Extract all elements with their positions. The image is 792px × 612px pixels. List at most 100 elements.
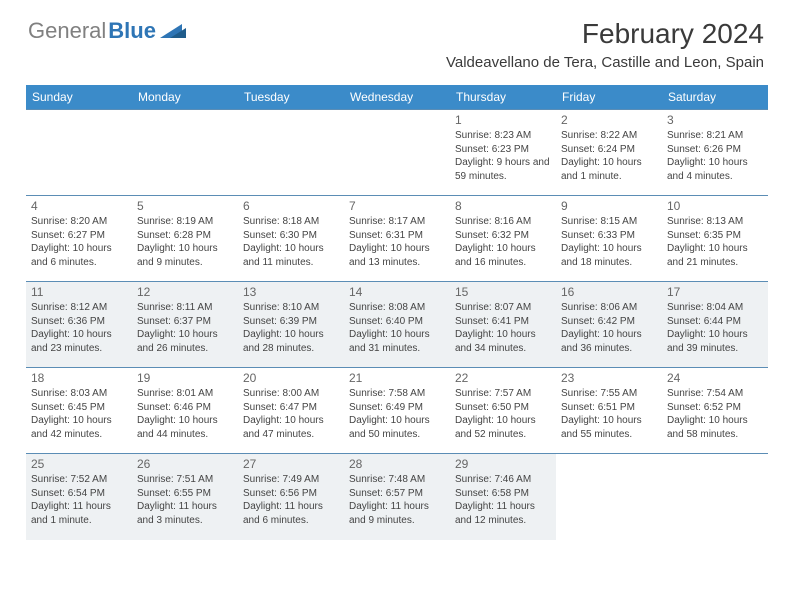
title-block: February 2024 Valdeavellano de Tera, Cas…	[446, 18, 764, 71]
day-number: 12	[137, 285, 233, 299]
day-number: 7	[349, 199, 445, 213]
day-number: 20	[243, 371, 339, 385]
day-info: Sunrise: 8:20 AMSunset: 6:27 PMDaylight:…	[31, 215, 127, 269]
day-info: Sunrise: 8:04 AMSunset: 6:44 PMDaylight:…	[667, 301, 763, 355]
calendar-header-row: SundayMondayTuesdayWednesdayThursdayFrid…	[26, 85, 768, 110]
day-info: Sunrise: 8:07 AMSunset: 6:41 PMDaylight:…	[455, 301, 551, 355]
calendar-cell: 4 Sunrise: 8:20 AMSunset: 6:27 PMDaylight…	[26, 196, 132, 282]
day-number: 28	[349, 457, 445, 471]
calendar-cell: 24 Sunrise: 7:54 AMSunset: 6:52 PMDayligh…	[662, 368, 768, 454]
day-info: Sunrise: 8:12 AMSunset: 6:36 PMDaylight:…	[31, 301, 127, 355]
calendar-cell: 7 Sunrise: 8:17 AMSunset: 6:31 PMDaylight…	[344, 196, 450, 282]
day-number: 3	[667, 113, 763, 127]
calendar-cell: 12 Sunrise: 8:11 AMSunset: 6:37 PMDayligh…	[132, 282, 238, 368]
day-number: 13	[243, 285, 339, 299]
calendar-cell	[344, 110, 450, 196]
day-info: Sunrise: 8:18 AMSunset: 6:30 PMDaylight:…	[243, 215, 339, 269]
calendar-body: 1 Sunrise: 8:23 AMSunset: 6:23 PMDaylight…	[26, 110, 768, 540]
calendar-cell: 26 Sunrise: 7:51 AMSunset: 6:55 PMDayligh…	[132, 454, 238, 540]
day-header: Monday	[132, 85, 238, 110]
calendar-cell: 10Sunrise: 8:13 AMSunset: 6:35 PMDayligh…	[662, 196, 768, 282]
calendar-row: 18 Sunrise: 8:03 AMSunset: 6:45 PMDayligh…	[26, 368, 768, 454]
day-number: 24	[667, 371, 763, 385]
day-info: Sunrise: 7:51 AMSunset: 6:55 PMDaylight:…	[137, 473, 233, 527]
day-info: Sunrise: 8:19 AMSunset: 6:28 PMDaylight:…	[137, 215, 233, 269]
day-number: 21	[349, 371, 445, 385]
calendar-cell: 14Sunrise: 8:08 AMSunset: 6:40 PMDayligh…	[344, 282, 450, 368]
day-header: Tuesday	[238, 85, 344, 110]
logo: GeneralBlue	[28, 18, 186, 44]
day-info: Sunrise: 7:52 AMSunset: 6:54 PMDaylight:…	[31, 473, 127, 527]
calendar-cell: 1 Sunrise: 8:23 AMSunset: 6:23 PMDaylight…	[450, 110, 556, 196]
calendar-cell: 16 Sunrise: 8:06 AMSunset: 6:42 PMDayligh…	[556, 282, 662, 368]
day-info: Sunrise: 8:21 AMSunset: 6:26 PMDaylight:…	[667, 129, 763, 183]
day-info: Sunrise: 8:03 AMSunset: 6:45 PMDaylight:…	[31, 387, 127, 441]
day-number: 2	[561, 113, 657, 127]
calendar-cell: 25 Sunrise: 7:52 AMSunset: 6:54 PMDayligh…	[26, 454, 132, 540]
calendar-cell	[662, 454, 768, 540]
calendar-row: 25 Sunrise: 7:52 AMSunset: 6:54 PMDayligh…	[26, 454, 768, 540]
day-number: 22	[455, 371, 551, 385]
calendar-cell: 21 Sunrise: 7:58 AMSunset: 6:49 PMDayligh…	[344, 368, 450, 454]
day-number: 9	[561, 199, 657, 213]
day-info: Sunrise: 8:10 AMSunset: 6:39 PMDaylight:…	[243, 301, 339, 355]
day-info: Sunrise: 7:55 AMSunset: 6:51 PMDaylight:…	[561, 387, 657, 441]
day-info: Sunrise: 8:23 AMSunset: 6:23 PMDaylight:…	[455, 129, 551, 183]
calendar-row: 4 Sunrise: 8:20 AMSunset: 6:27 PMDaylight…	[26, 196, 768, 282]
day-info: Sunrise: 7:58 AMSunset: 6:49 PMDaylight:…	[349, 387, 445, 441]
calendar-table: SundayMondayTuesdayWednesdayThursdayFrid…	[26, 85, 768, 540]
calendar-cell: 18 Sunrise: 8:03 AMSunset: 6:45 PMDayligh…	[26, 368, 132, 454]
day-info: Sunrise: 7:46 AMSunset: 6:58 PMDaylight:…	[455, 473, 551, 527]
page-header: GeneralBlue February 2024 Valdeavellano …	[0, 0, 792, 79]
calendar-cell	[26, 110, 132, 196]
calendar-cell: 2 Sunrise: 8:22 AMSunset: 6:24 PMDaylight…	[556, 110, 662, 196]
day-number: 15	[455, 285, 551, 299]
day-number: 18	[31, 371, 127, 385]
calendar-cell	[132, 110, 238, 196]
calendar-cell: 20Sunrise: 8:00 AMSunset: 6:47 PMDayligh…	[238, 368, 344, 454]
day-number: 17	[667, 285, 763, 299]
calendar-row: 11Sunrise: 8:12 AMSunset: 6:36 PMDayligh…	[26, 282, 768, 368]
day-info: Sunrise: 7:49 AMSunset: 6:56 PMDaylight:…	[243, 473, 339, 527]
calendar-cell: 27 Sunrise: 7:49 AMSunset: 6:56 PMDayligh…	[238, 454, 344, 540]
calendar-cell: 29 Sunrise: 7:46 AMSunset: 6:58 PMDayligh…	[450, 454, 556, 540]
day-number: 14	[349, 285, 445, 299]
day-number: 27	[243, 457, 339, 471]
day-info: Sunrise: 8:17 AMSunset: 6:31 PMDaylight:…	[349, 215, 445, 269]
location-text: Valdeavellano de Tera, Castille and Leon…	[446, 54, 764, 71]
calendar-cell: 17 Sunrise: 8:04 AMSunset: 6:44 PMDayligh…	[662, 282, 768, 368]
calendar-cell: 13 Sunrise: 8:10 AMSunset: 6:39 PMDayligh…	[238, 282, 344, 368]
day-info: Sunrise: 8:16 AMSunset: 6:32 PMDaylight:…	[455, 215, 551, 269]
calendar-cell: 28Sunrise: 7:48 AMSunset: 6:57 PMDayligh…	[344, 454, 450, 540]
day-header: Friday	[556, 85, 662, 110]
day-number: 4	[31, 199, 127, 213]
logo-triangle-icon	[160, 22, 186, 40]
day-header: Thursday	[450, 85, 556, 110]
day-info: Sunrise: 7:57 AMSunset: 6:50 PMDaylight:…	[455, 387, 551, 441]
day-number: 25	[31, 457, 127, 471]
day-info: Sunrise: 8:11 AMSunset: 6:37 PMDaylight:…	[137, 301, 233, 355]
day-info: Sunrise: 8:06 AMSunset: 6:42 PMDaylight:…	[561, 301, 657, 355]
day-header: Saturday	[662, 85, 768, 110]
day-info: Sunrise: 8:13 AMSunset: 6:35 PMDaylight:…	[667, 215, 763, 269]
day-number: 23	[561, 371, 657, 385]
month-title: February 2024	[446, 18, 764, 50]
day-info: Sunrise: 8:22 AMSunset: 6:24 PMDaylight:…	[561, 129, 657, 183]
day-info: Sunrise: 8:15 AMSunset: 6:33 PMDaylight:…	[561, 215, 657, 269]
calendar-cell: 9 Sunrise: 8:15 AMSunset: 6:33 PMDaylight…	[556, 196, 662, 282]
calendar-cell: 22 Sunrise: 7:57 AMSunset: 6:50 PMDayligh…	[450, 368, 556, 454]
day-number: 8	[455, 199, 551, 213]
calendar-cell: 11Sunrise: 8:12 AMSunset: 6:36 PMDayligh…	[26, 282, 132, 368]
day-header: Sunday	[26, 85, 132, 110]
day-number: 19	[137, 371, 233, 385]
calendar-cell: 5Sunrise: 8:19 AMSunset: 6:28 PMDaylight…	[132, 196, 238, 282]
day-number: 26	[137, 457, 233, 471]
calendar-cell: 3 Sunrise: 8:21 AMSunset: 6:26 PMDaylight…	[662, 110, 768, 196]
calendar-cell: 19Sunrise: 8:01 AMSunset: 6:46 PMDayligh…	[132, 368, 238, 454]
day-number: 29	[455, 457, 551, 471]
calendar-cell	[238, 110, 344, 196]
day-number: 1	[455, 113, 551, 127]
day-info: Sunrise: 7:54 AMSunset: 6:52 PMDaylight:…	[667, 387, 763, 441]
day-number: 16	[561, 285, 657, 299]
calendar-cell: 15 Sunrise: 8:07 AMSunset: 6:41 PMDayligh…	[450, 282, 556, 368]
